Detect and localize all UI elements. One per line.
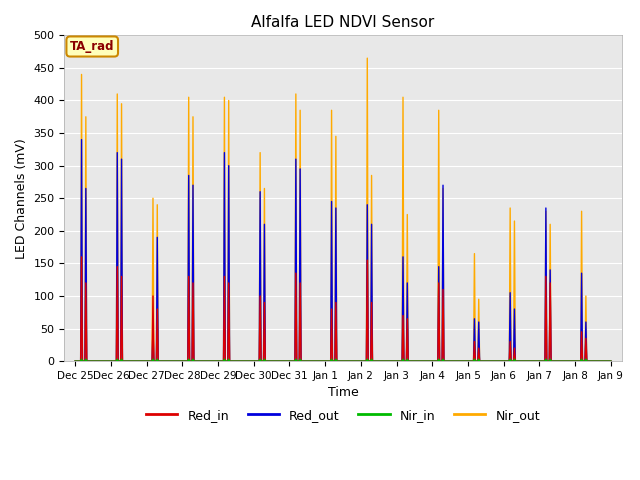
Red_out xyxy=(77,137,85,143)
Red_in xyxy=(511,345,518,351)
Red_out xyxy=(398,358,406,364)
Red_out xyxy=(470,316,478,322)
Nir_out xyxy=(506,358,513,364)
Nir_in xyxy=(506,356,514,362)
Nir_out xyxy=(511,218,518,224)
Nir_out xyxy=(476,358,483,364)
Red_in xyxy=(506,358,513,364)
Nir_out xyxy=(607,358,615,364)
Red_in xyxy=(71,358,79,364)
Line: Nir_out: Nir_out xyxy=(75,58,611,361)
Nir_in xyxy=(71,358,79,364)
Red_out xyxy=(506,358,513,364)
Nir_in xyxy=(511,356,518,362)
Red_out xyxy=(71,358,79,364)
Line: Red_out: Red_out xyxy=(75,140,611,361)
Nir_out xyxy=(470,251,478,256)
Title: Alfalfa LED NDVI Sensor: Alfalfa LED NDVI Sensor xyxy=(252,15,435,30)
Red_in xyxy=(607,358,615,364)
Red_out xyxy=(506,290,514,296)
Red_out xyxy=(476,358,483,364)
Nir_in xyxy=(398,358,406,364)
Red_in xyxy=(506,339,514,345)
X-axis label: Time: Time xyxy=(328,386,358,399)
Red_in xyxy=(77,254,85,260)
Line: Nir_in: Nir_in xyxy=(75,359,611,361)
Red_in xyxy=(470,339,478,345)
Red_in xyxy=(398,358,406,364)
Nir_in xyxy=(607,358,615,364)
Red_out xyxy=(607,358,615,364)
Legend: Red_in, Red_out, Nir_in, Nir_out: Red_in, Red_out, Nir_in, Nir_out xyxy=(141,404,545,427)
Red_in xyxy=(476,358,483,364)
Nir_in xyxy=(506,358,513,364)
Red_out xyxy=(511,306,518,312)
Nir_in xyxy=(470,356,478,362)
Nir_out xyxy=(398,358,406,364)
Nir_out xyxy=(364,55,371,61)
Nir_in xyxy=(476,358,483,364)
Nir_out xyxy=(506,205,514,211)
Y-axis label: LED Channels (mV): LED Channels (mV) xyxy=(15,138,28,259)
Text: TA_rad: TA_rad xyxy=(70,40,115,53)
Nir_out xyxy=(71,358,79,364)
Nir_in xyxy=(77,356,85,362)
Line: Red_in: Red_in xyxy=(75,257,611,361)
